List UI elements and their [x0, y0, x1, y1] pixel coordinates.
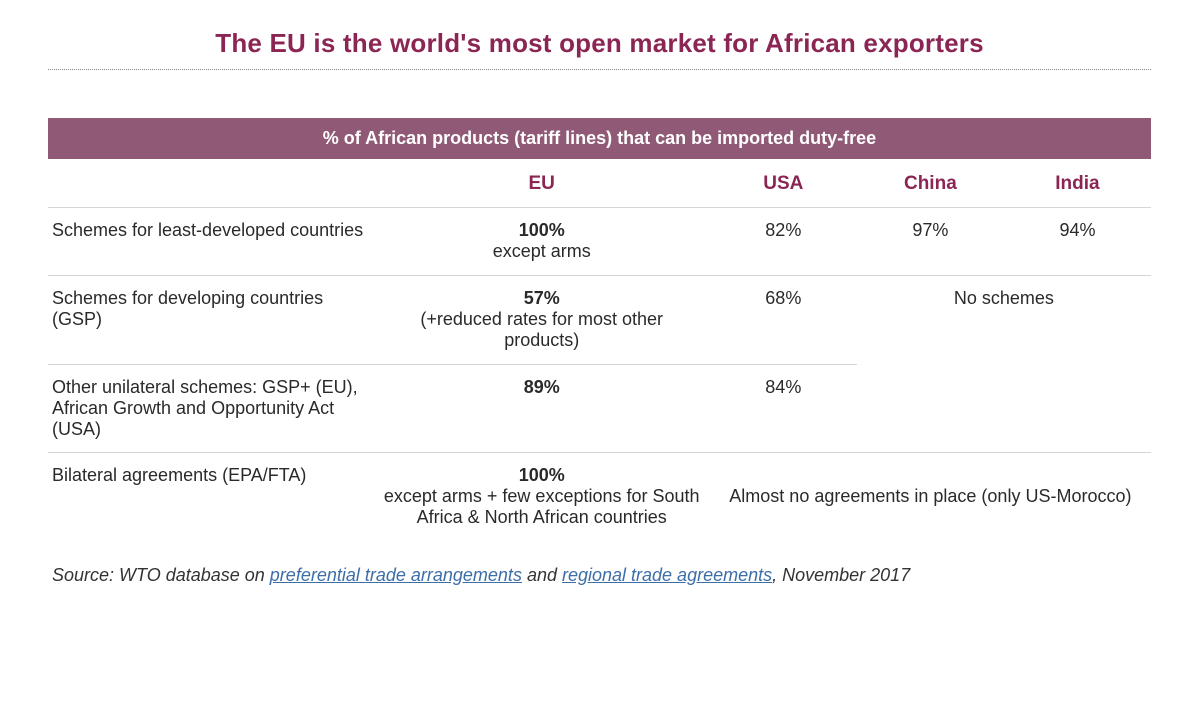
- col-header-usa: USA: [710, 159, 857, 208]
- row-label: Schemes for developing countries (GSP): [48, 275, 374, 364]
- source-suffix: , November 2017: [772, 565, 910, 585]
- cell-value-sub: except arms: [384, 241, 700, 263]
- cell-value-sub: (+reduced rates for most other products): [384, 309, 700, 352]
- table-banner: % of African products (tariff lines) tha…: [48, 118, 1151, 159]
- source-mid: and: [522, 565, 562, 585]
- cell-value-main: 100%: [384, 465, 700, 486]
- cell-value-sub: Almost no agreements in place (only US-M…: [720, 486, 1141, 508]
- table-row: Bilateral agreements (EPA/FTA) 100% exce…: [48, 452, 1151, 541]
- source-prefix: Source: WTO database on: [52, 565, 270, 585]
- table-header-row: EU USA China India: [48, 159, 1151, 208]
- cell-value-main: 57%: [384, 288, 700, 309]
- cell-rest-merged: Almost no agreements in place (only US-M…: [710, 452, 1151, 541]
- cell-value-sub: except arms + few exceptions for South A…: [384, 486, 700, 529]
- cell-eu: 57% (+reduced rates for most other produ…: [374, 275, 710, 364]
- table-row: Schemes for least-developed countries 10…: [48, 208, 1151, 276]
- cell-india: 94%: [1004, 208, 1151, 276]
- col-header-india: India: [1004, 159, 1151, 208]
- col-header-eu: EU: [374, 159, 710, 208]
- cell-usa: 82%: [710, 208, 857, 276]
- source-line: Source: WTO database on preferential tra…: [48, 541, 1151, 586]
- cell-eu: 89%: [374, 364, 710, 452]
- cell-eu: 100% except arms + few exceptions for So…: [374, 452, 710, 541]
- data-table: % of African products (tariff lines) tha…: [48, 118, 1151, 541]
- title-divider: [48, 69, 1151, 70]
- table-row: Schemes for developing countries (GSP) 5…: [48, 275, 1151, 364]
- cell-china: 97%: [857, 208, 1004, 276]
- row-label: Other unilateral schemes: GSP+ (EU), Afr…: [48, 364, 374, 452]
- col-header-blank: [48, 159, 374, 208]
- page-title: The EU is the world's most open market f…: [48, 28, 1151, 69]
- row-label: Bilateral agreements (EPA/FTA): [48, 452, 374, 541]
- cell-value-main: 100%: [384, 220, 700, 241]
- source-link-1[interactable]: preferential trade arrangements: [270, 565, 522, 585]
- cell-usa: 68%: [710, 275, 857, 364]
- cell-china-india-merged: No schemes: [857, 275, 1151, 452]
- col-header-china: China: [857, 159, 1004, 208]
- cell-value-main: 89%: [384, 377, 700, 398]
- source-link-2[interactable]: regional trade agreements: [562, 565, 772, 585]
- row-label: Schemes for least-developed countries: [48, 208, 374, 276]
- table-banner-row: % of African products (tariff lines) tha…: [48, 118, 1151, 159]
- cell-eu: 100% except arms: [374, 208, 710, 276]
- cell-usa: 84%: [710, 364, 857, 452]
